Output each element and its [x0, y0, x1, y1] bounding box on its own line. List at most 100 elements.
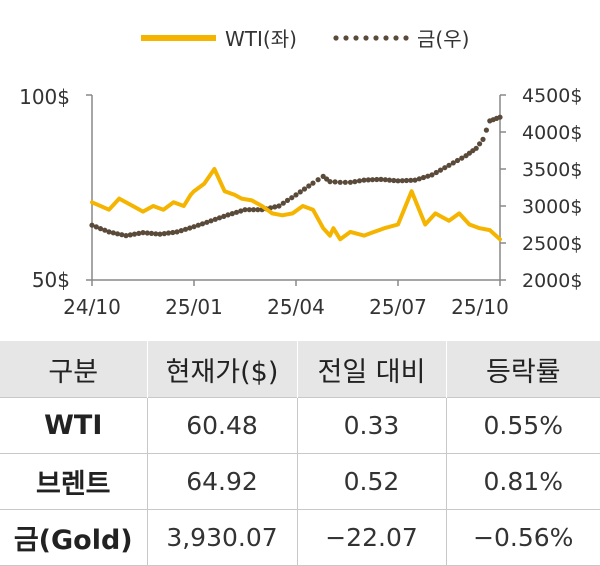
gold-point — [301, 186, 308, 192]
gold-point — [450, 160, 456, 166]
header-change: 전일 대비 — [297, 341, 447, 398]
legend-gold-dot — [333, 35, 339, 41]
legend-gold-dot — [373, 35, 379, 41]
cell-rate: 0.55% — [446, 397, 600, 454]
table-row: WTI 60.48 0.33 0.55% — [0, 397, 600, 454]
gold-point — [250, 207, 257, 213]
gold-point — [332, 179, 338, 185]
gold-point — [238, 208, 244, 214]
gold-point — [429, 172, 435, 178]
gold-point — [233, 209, 240, 215]
gold-point — [153, 231, 159, 237]
cell-change: −22.07 — [297, 509, 447, 566]
legend-gold-dot — [353, 35, 359, 41]
gold-point — [446, 162, 452, 168]
gold-point — [161, 231, 167, 237]
legend-gold-dot — [393, 35, 399, 41]
gold-point — [246, 207, 252, 213]
legend-wti-label: WTI(좌) — [225, 27, 297, 51]
price-table: 구분 현재가($) 전일 대비 등락률 WTI 60.48 0.33 0.55%… — [0, 341, 600, 566]
gold-point — [225, 212, 231, 218]
gold-point — [131, 231, 138, 237]
gold-point — [412, 177, 418, 183]
gold-point — [399, 178, 405, 184]
gold-point — [221, 213, 227, 219]
right-tick-label: 4500$ — [522, 85, 582, 107]
gold-point — [182, 226, 189, 232]
gold-point — [284, 197, 291, 203]
gold-point — [199, 221, 206, 227]
legend-gold-dot — [363, 35, 369, 41]
left-tick-label: 50$ — [32, 268, 70, 292]
gold-point — [102, 227, 108, 233]
gold-point — [437, 167, 444, 173]
gold-point — [342, 179, 348, 185]
header-current-price: 현재가($) — [147, 341, 298, 398]
x-tick-label: 24/10 — [63, 295, 121, 319]
gold-point — [386, 177, 393, 183]
gold-point — [136, 230, 142, 236]
left-axis-labels: 100$ 50$ — [19, 85, 70, 292]
gold-point — [420, 174, 427, 181]
row-label: 금(Gold) — [0, 509, 148, 566]
legend-gold-label: 금(우) — [417, 27, 469, 51]
gold-point — [459, 155, 465, 161]
gold-point — [255, 207, 261, 213]
row-label: WTI — [0, 397, 148, 454]
gold-point — [187, 225, 193, 231]
gold-point — [378, 176, 384, 182]
gold-point — [374, 176, 380, 183]
gold-point — [352, 179, 358, 185]
plot-area — [89, 114, 503, 242]
gold-point — [337, 179, 343, 185]
cell-rate: −0.56% — [446, 509, 600, 566]
gold-point — [178, 228, 184, 234]
gold-point — [416, 176, 422, 182]
gold-point — [306, 183, 312, 189]
header-change-rate: 등락률 — [446, 341, 600, 398]
legend: WTI(좌) 금(우) — [141, 27, 469, 51]
gold-point — [229, 211, 235, 217]
gold-point — [212, 216, 218, 222]
gold-point — [391, 177, 397, 184]
gold-point — [315, 177, 321, 183]
gold-point — [191, 224, 197, 230]
gold-point — [165, 230, 172, 236]
gold-point — [454, 157, 461, 164]
x-tick-label: 25/01 — [165, 295, 223, 319]
gold-point — [93, 224, 99, 230]
gold-point — [195, 222, 201, 228]
gold-point — [127, 232, 133, 238]
gold-point — [174, 229, 180, 235]
gold-point — [483, 127, 489, 133]
gold-point — [473, 145, 479, 151]
gold-point — [408, 177, 414, 183]
gold-point — [140, 230, 146, 236]
gold-point — [208, 218, 214, 224]
gold-point — [110, 230, 116, 236]
header-category: 구분 — [0, 341, 148, 398]
x-tick-label: 25/07 — [369, 295, 427, 319]
table-header-row: 구분 현재가($) 전일 대비 등락률 — [0, 341, 600, 398]
gold-point — [403, 177, 410, 184]
gold-point — [382, 177, 388, 183]
row-label: 브렌트 — [0, 453, 148, 510]
gold-point — [361, 177, 367, 183]
gold-point — [170, 229, 176, 236]
legend-gold-dot — [343, 35, 349, 41]
gold-point — [425, 173, 431, 179]
gold-point — [144, 230, 150, 236]
x-axis-labels: 24/10 25/01 25/04 25/07 25/10 — [63, 295, 509, 319]
right-tick-label: 3500$ — [522, 159, 582, 181]
gold-point — [369, 177, 376, 183]
gold-point — [289, 195, 295, 201]
legend-gold-dot — [383, 35, 389, 41]
cell-price: 3,930.07 — [147, 509, 298, 566]
right-tick-label: 4000$ — [522, 122, 582, 144]
left-tick-label: 100$ — [19, 85, 70, 109]
cell-change: 0.33 — [297, 397, 447, 454]
axis-tick-marks — [86, 94, 506, 286]
gold-point — [365, 177, 371, 183]
gold-point — [123, 233, 129, 239]
chart: WTI(좌) 금(우) 100$ 50$ 4500$ 4000$ 3500$ 3… — [19, 27, 582, 319]
